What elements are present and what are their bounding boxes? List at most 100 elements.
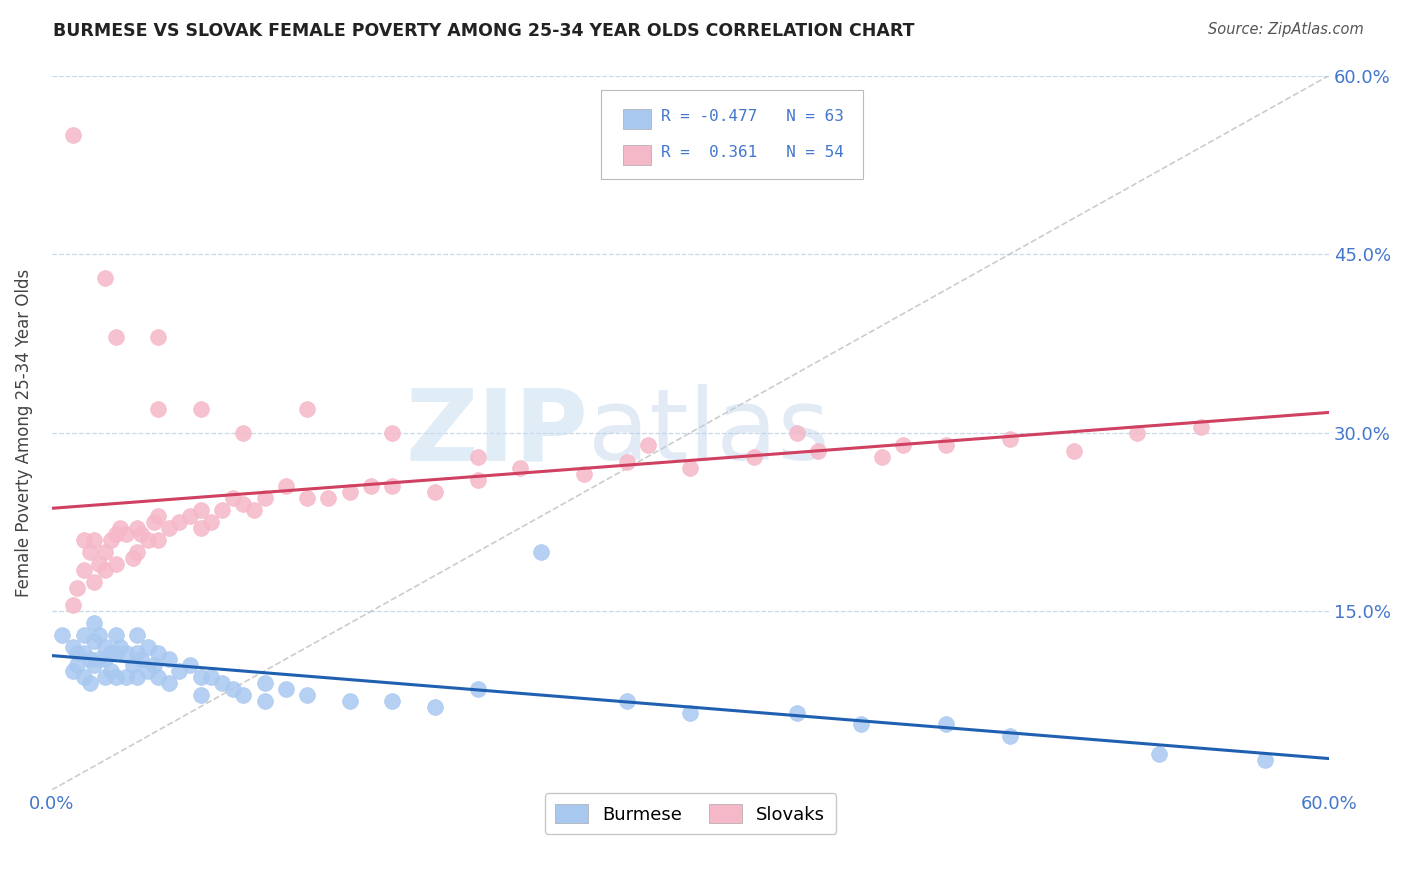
Point [125, 521, 148, 535]
Point [467, 681, 489, 696]
Point [891, 437, 914, 451]
Point [136, 640, 159, 654]
Point [73, 533, 96, 547]
Point [87, 628, 110, 642]
Point [807, 443, 830, 458]
Point [935, 437, 957, 451]
Point [295, 401, 318, 416]
Point [998, 729, 1021, 743]
Point [83, 616, 105, 631]
Point [136, 533, 159, 547]
Text: ZIP: ZIP [405, 384, 588, 481]
Point [222, 491, 245, 506]
Point [572, 467, 595, 482]
Point [148, 646, 170, 660]
Point [79, 545, 101, 559]
Point [786, 706, 808, 720]
Point [1254, 753, 1277, 767]
Point [232, 497, 254, 511]
Point [467, 474, 489, 488]
Point [94, 563, 117, 577]
Point [786, 425, 808, 440]
Point [679, 706, 702, 720]
Point [51, 628, 73, 642]
Point [148, 670, 170, 684]
Point [125, 670, 148, 684]
Point [94, 640, 117, 654]
Point [870, 450, 893, 464]
Point [509, 461, 531, 475]
Point [169, 664, 191, 678]
Point [104, 670, 127, 684]
Point [148, 533, 170, 547]
Point [62, 128, 84, 142]
Point [1063, 443, 1085, 458]
Point [169, 515, 191, 529]
Point [935, 717, 957, 731]
Point [179, 657, 201, 672]
Point [87, 652, 110, 666]
Point [339, 485, 361, 500]
Point [62, 640, 84, 654]
Point [115, 670, 138, 684]
Point [423, 485, 446, 500]
Point [381, 425, 404, 440]
Point [742, 450, 765, 464]
Point [94, 670, 117, 684]
Point [83, 574, 105, 589]
Point [679, 461, 702, 475]
Point [243, 503, 266, 517]
Point [108, 521, 131, 535]
Point [295, 688, 318, 702]
Bar [623, 109, 651, 129]
Point [125, 646, 148, 660]
Point [211, 675, 233, 690]
Point [79, 652, 101, 666]
Text: atlas: atlas [588, 384, 830, 481]
Point [66, 657, 89, 672]
Point [66, 646, 89, 660]
Point [79, 675, 101, 690]
Point [318, 491, 340, 506]
Point [274, 681, 297, 696]
Point [253, 675, 276, 690]
Point [423, 699, 446, 714]
Point [295, 491, 318, 506]
Point [253, 693, 276, 707]
Text: R = -0.477   N = 63: R = -0.477 N = 63 [661, 110, 844, 125]
Point [100, 664, 122, 678]
Point [274, 479, 297, 493]
Point [381, 693, 404, 707]
Point [83, 533, 105, 547]
Point [530, 545, 553, 559]
Point [190, 670, 212, 684]
Point [616, 455, 638, 469]
Point [339, 693, 361, 707]
Point [73, 628, 96, 642]
Point [360, 479, 382, 493]
Point [200, 515, 222, 529]
Point [467, 450, 489, 464]
Point [129, 527, 152, 541]
Point [125, 545, 148, 559]
Point [100, 646, 122, 660]
Point [190, 503, 212, 517]
Bar [623, 145, 651, 165]
FancyBboxPatch shape [600, 90, 863, 179]
Point [232, 425, 254, 440]
Point [190, 688, 212, 702]
Point [148, 509, 170, 524]
Y-axis label: Female Poverty Among 25-34 Year Olds: Female Poverty Among 25-34 Year Olds [15, 268, 32, 597]
Text: Source: ZipAtlas.com: Source: ZipAtlas.com [1208, 22, 1364, 37]
Point [115, 527, 138, 541]
Point [1126, 425, 1149, 440]
Point [190, 521, 212, 535]
Point [1189, 419, 1212, 434]
Point [616, 693, 638, 707]
Point [1147, 747, 1170, 762]
Point [73, 563, 96, 577]
Point [232, 688, 254, 702]
Legend: Burmese, Slovaks: Burmese, Slovaks [544, 793, 837, 835]
Point [83, 657, 105, 672]
Point [115, 646, 138, 660]
